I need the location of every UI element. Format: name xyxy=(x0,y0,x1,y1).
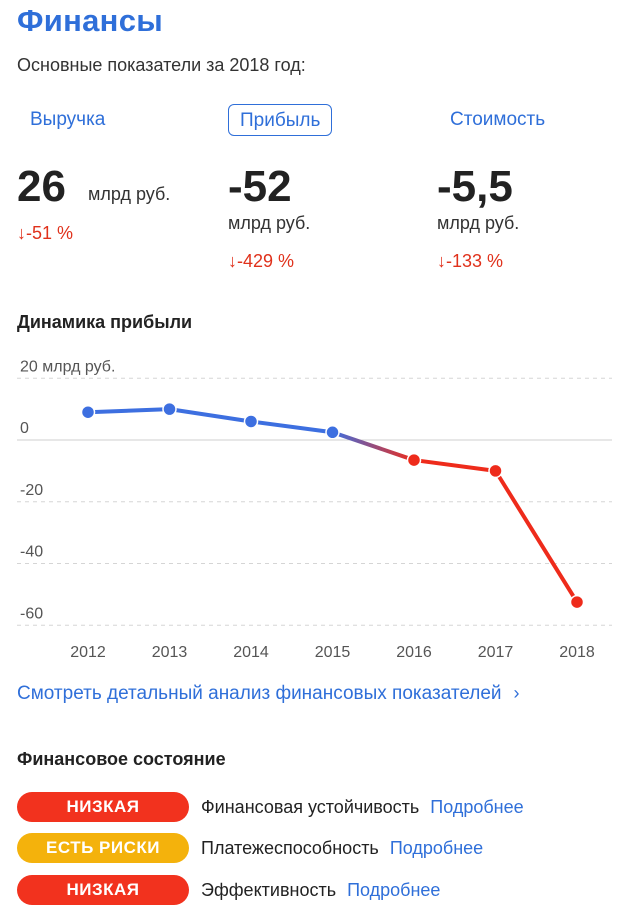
y-tick-label: -60 xyxy=(20,605,43,622)
data-point[interactable] xyxy=(80,404,96,420)
tab-cost[interactable]: Стоимость xyxy=(450,109,546,130)
profit-change: ↓-429 % xyxy=(228,251,295,271)
data-point[interactable] xyxy=(569,594,585,610)
status-badge: НИЗКАЯ xyxy=(17,875,189,905)
cost-unit: млрд руб. xyxy=(437,213,520,233)
revenue-value: 26 xyxy=(17,162,66,211)
detailed-analysis-link-label: Смотреть детальный анализ финансовых пок… xyxy=(17,683,502,704)
status-row-stability: НИЗКАЯ Финансовая устойчивость Подробнее xyxy=(17,792,524,822)
tab-profit[interactable]: Прибыль xyxy=(228,104,333,136)
series-line-segment xyxy=(330,430,416,463)
series-line-segment xyxy=(249,419,335,435)
status-label: Платежеспособность xyxy=(201,837,379,858)
status-label: Финансовая устойчивость xyxy=(201,796,420,817)
data-point[interactable] xyxy=(488,463,503,479)
x-tick-label: 2015 xyxy=(315,644,351,661)
status-row-solvency: ЕСТЬ РИСКИ Платежеспособность Подробнее xyxy=(17,833,483,863)
x-tick-label: 2018 xyxy=(559,644,595,661)
y-tick-label: -40 xyxy=(20,544,43,561)
cost-value: -5,5 xyxy=(437,162,513,211)
detailed-analysis-link[interactable]: Смотреть детальный анализ финансовых пок… xyxy=(17,683,520,705)
status-badge: НИЗКАЯ xyxy=(17,792,189,822)
data-point[interactable] xyxy=(162,401,177,417)
series-line-segment xyxy=(167,407,253,424)
series-line-segment xyxy=(493,468,579,605)
x-tick-label: 2012 xyxy=(70,644,106,661)
series-line-segment xyxy=(412,458,498,473)
x-tick-label: 2013 xyxy=(152,644,188,661)
x-tick-label: 2014 xyxy=(233,644,269,661)
chart-section-title: Динамика прибыли xyxy=(17,312,193,332)
data-point[interactable] xyxy=(325,425,340,440)
x-tick-label: 2016 xyxy=(396,644,432,661)
details-link[interactable]: Подробнее xyxy=(389,837,484,858)
profit-unit: млрд руб. xyxy=(228,213,311,233)
chevron-right-icon: › xyxy=(513,683,520,703)
y-tick-label: 20 млрд руб. xyxy=(20,358,115,375)
status-row-efficiency: НИЗКАЯ Эффективность Подробнее xyxy=(17,875,440,905)
tab-revenue[interactable]: Выручка xyxy=(30,109,106,130)
cost-change: ↓-133 % xyxy=(437,251,504,271)
x-tick-label: 2017 xyxy=(478,644,514,661)
page-subtitle: Основные показатели за 2018 год: xyxy=(17,55,306,75)
data-point[interactable] xyxy=(406,452,422,468)
y-tick-label: 0 xyxy=(20,420,29,437)
data-point[interactable] xyxy=(243,414,259,429)
details-link[interactable]: Подробнее xyxy=(347,879,441,900)
revenue-change: ↓-51 % xyxy=(17,223,74,243)
profit-value: -52 xyxy=(228,162,292,211)
series-line-segment xyxy=(86,407,172,415)
status-label: Эффективность xyxy=(201,879,337,900)
profit-chart: 20 млрд руб. 0 -20 -40 -60 2012 2013 2014 2015 2… xyxy=(17,358,612,661)
page-title: Финансы xyxy=(17,3,164,38)
y-tick-label: -20 xyxy=(20,482,43,499)
details-link[interactable]: Подробнее xyxy=(430,796,524,817)
status-section-title: Финансовое состояние xyxy=(17,749,226,769)
revenue-unit: млрд руб. xyxy=(88,184,171,204)
status-badge: ЕСТЬ РИСКИ xyxy=(17,833,189,863)
